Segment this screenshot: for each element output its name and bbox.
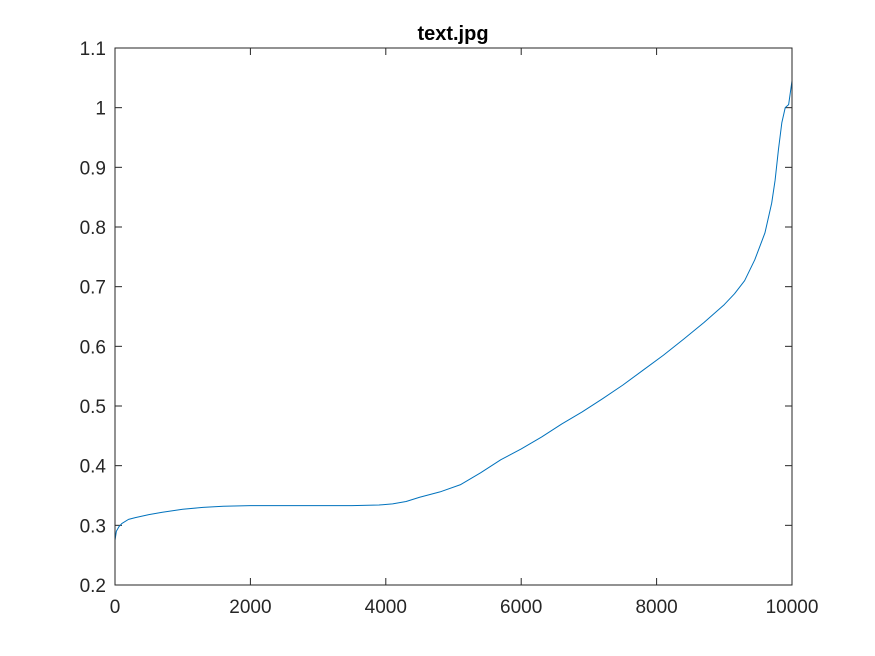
- x-tick-label: 2000: [229, 597, 271, 618]
- y-tick-label: 0.5: [80, 397, 106, 418]
- chart-title: text.jpg: [417, 23, 488, 45]
- y-tick-label: 1.1: [80, 39, 106, 60]
- y-axis: 0.2 0.3 0.4 0.5 0.6 0.7 0.8 0.9 1 1.1: [80, 39, 792, 597]
- y-tick-label: 0.2: [80, 576, 106, 597]
- x-tick-label: 4000: [365, 597, 407, 618]
- series-layer: [114, 80, 793, 541]
- y-tick-label: 1: [95, 99, 106, 120]
- series-line-0: [114, 80, 793, 541]
- plot-area: [115, 48, 792, 585]
- y-tick-label: 0.9: [80, 158, 106, 179]
- axes-box: [114, 47, 793, 586]
- y-tick-label: 0.8: [80, 218, 106, 239]
- x-tick-label: 8000: [635, 597, 677, 618]
- x-axis: 0 2000 4000 6000 8000 10000: [110, 48, 819, 618]
- y-tick-label: 0.6: [80, 337, 106, 358]
- y-tick-label: 0.4: [80, 457, 107, 478]
- y-tick-label: 0.3: [80, 516, 106, 537]
- y-tick-label: 0.7: [80, 278, 106, 299]
- x-tick-label: 6000: [500, 597, 542, 618]
- x-tick-label: 0: [110, 597, 121, 618]
- x-tick-label: 10000: [766, 597, 819, 618]
